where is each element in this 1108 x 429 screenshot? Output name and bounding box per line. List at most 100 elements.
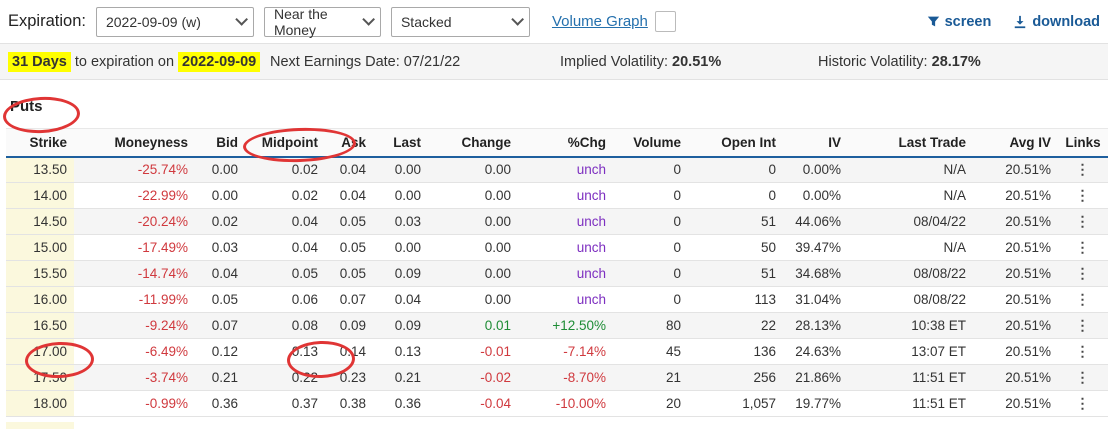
- historic-volatility: Historic Volatility: 28.17%: [818, 54, 981, 70]
- cell-bid: 0.36: [195, 391, 245, 417]
- cell-pct-chg: unch: [518, 235, 613, 261]
- cell-last-trade: 11:51 ET: [848, 365, 973, 391]
- cell-iv: 0.00%: [783, 157, 848, 183]
- cell-volume: 45: [613, 339, 688, 365]
- cell-bid: 0.12: [195, 339, 245, 365]
- row-links-menu-icon[interactable]: ⋮: [1058, 313, 1108, 339]
- col-change: Change: [428, 129, 518, 157]
- cell-ask: 0.05: [325, 209, 373, 235]
- strikes-filter-value: Near the Money: [274, 6, 350, 38]
- cell-ask: 0.05: [325, 235, 373, 261]
- expiration-label: Expiration:: [8, 12, 86, 31]
- row-links-menu-icon[interactable]: ⋮: [1058, 209, 1108, 235]
- expiration-select[interactable]: 2022-09-09 (w): [96, 7, 254, 37]
- row-links-menu-icon[interactable]: ⋮: [1058, 261, 1108, 287]
- screen-button[interactable]: screen: [927, 14, 992, 30]
- cell-last: 0.03: [373, 209, 428, 235]
- cell-midpoint: 0.02: [245, 183, 325, 209]
- cell-iv: 31.04%: [783, 287, 848, 313]
- cell-change: 0.00: [428, 209, 518, 235]
- cell-pct-chg: -7.14%: [518, 339, 613, 365]
- cell-moneyness: -14.74%: [74, 261, 195, 287]
- cell-last-trade: 10:38 ET: [848, 313, 973, 339]
- cell-last-trade: 08/08/22: [848, 287, 973, 313]
- cell-change: 0.00: [428, 183, 518, 209]
- cell-strike: 14.00: [6, 183, 74, 209]
- cell-pct-chg: -8.70%: [518, 365, 613, 391]
- expiration-select-value: 2022-09-09 (w): [106, 14, 201, 30]
- options-toolbar: Expiration: 2022-09-09 (w) Near the Mone…: [0, 0, 1108, 43]
- table-row: 14.00-22.99%0.000.020.040.000.00unch000.…: [6, 183, 1108, 209]
- col--chg: %Chg: [518, 129, 613, 157]
- cell-open-int: 113: [688, 287, 783, 313]
- cell-open-int: 22: [688, 313, 783, 339]
- cell-open-int: 256: [688, 365, 783, 391]
- cell-ask: 0.05: [325, 261, 373, 287]
- volume-graph-link[interactable]: Volume Graph: [552, 13, 648, 30]
- cell-midpoint: 0.02: [245, 157, 325, 183]
- cell-ask: 0.14: [325, 339, 373, 365]
- cell-midpoint: 0.06: [245, 287, 325, 313]
- cell-iv: 28.13%: [783, 313, 848, 339]
- col-last-trade: Last Trade: [848, 129, 973, 157]
- chevron-down-icon: [235, 13, 248, 26]
- puts-options-table: StrikeMoneynessBidMidpointAskLastChange%…: [6, 128, 1108, 417]
- cell-change: -0.01: [428, 339, 518, 365]
- cell-pct-chg: unch: [518, 261, 613, 287]
- row-links-menu-icon[interactable]: ⋮: [1058, 183, 1108, 209]
- cell-last: 0.36: [373, 391, 428, 417]
- row-links-menu-icon[interactable]: ⋮: [1058, 391, 1108, 417]
- cell-midpoint: 0.08: [245, 313, 325, 339]
- days-to-expiration-text: 31 Days to expiration on 2022-09-09: [8, 54, 260, 70]
- options-quote-page: Expiration: 2022-09-09 (w) Near the Mone…: [0, 0, 1108, 429]
- col-ask: Ask: [325, 129, 373, 157]
- cell-iv: 39.47%: [783, 235, 848, 261]
- days-highlight: 31 Days: [8, 52, 71, 72]
- filter-funnel-icon: [927, 15, 940, 28]
- table-row: 16.50-9.24%0.070.080.090.090.01+12.50%80…: [6, 313, 1108, 339]
- cell-last: 0.09: [373, 261, 428, 287]
- strikes-filter-select[interactable]: Near the Money: [264, 7, 381, 37]
- cell-volume: 0: [613, 261, 688, 287]
- row-links-menu-icon[interactable]: ⋮: [1058, 157, 1108, 183]
- cell-last: 0.00: [373, 235, 428, 261]
- cell-avg-iv: 20.51%: [973, 313, 1058, 339]
- cell-last: 0.21: [373, 365, 428, 391]
- cell-last-trade: N/A: [848, 235, 973, 261]
- cell-midpoint: 0.22: [245, 365, 325, 391]
- cell-moneyness: -6.49%: [74, 339, 195, 365]
- cell-midpoint: 0.04: [245, 209, 325, 235]
- col-links: Links: [1058, 129, 1108, 157]
- cell-moneyness: -0.99%: [74, 391, 195, 417]
- table-row: 14.50-20.24%0.020.040.050.030.00unch0514…: [6, 209, 1108, 235]
- view-mode-select[interactable]: Stacked: [391, 7, 530, 37]
- row-links-menu-icon[interactable]: ⋮: [1058, 339, 1108, 365]
- row-links-menu-icon[interactable]: ⋮: [1058, 365, 1108, 391]
- cell-last: 0.00: [373, 157, 428, 183]
- cell-pct-chg: unch: [518, 183, 613, 209]
- cell-pct-chg: unch: [518, 287, 613, 313]
- col-avg-iv: Avg IV: [973, 129, 1058, 157]
- cell-iv: 21.86%: [783, 365, 848, 391]
- cell-volume: 21: [613, 365, 688, 391]
- cell-strike: 15.50: [6, 261, 74, 287]
- cell-last-trade: N/A: [848, 157, 973, 183]
- puts-table-wrap: StrikeMoneynessBidMidpointAskLastChange%…: [0, 128, 1108, 417]
- cell-moneyness: -22.99%: [74, 183, 195, 209]
- table-row: 15.50-14.74%0.040.050.050.090.00unch0513…: [6, 261, 1108, 287]
- volume-graph-checkbox[interactable]: [655, 11, 676, 32]
- download-button[interactable]: download: [1013, 14, 1100, 30]
- cell-change: 0.00: [428, 235, 518, 261]
- row-links-menu-icon[interactable]: ⋮: [1058, 287, 1108, 313]
- expiration-info-bar: 31 Days to expiration on 2022-09-09 Next…: [0, 43, 1108, 80]
- cell-bid: 0.21: [195, 365, 245, 391]
- cell-bid: 0.00: [195, 157, 245, 183]
- col-open-int: Open Int: [688, 129, 783, 157]
- cell-last: 0.09: [373, 313, 428, 339]
- row-links-menu-icon[interactable]: ⋮: [1058, 235, 1108, 261]
- cell-open-int: 136: [688, 339, 783, 365]
- cell-volume: 0: [613, 209, 688, 235]
- implied-volatility-value: 20.51%: [672, 54, 721, 70]
- cell-avg-iv: 20.51%: [973, 235, 1058, 261]
- cell-ask: 0.04: [325, 157, 373, 183]
